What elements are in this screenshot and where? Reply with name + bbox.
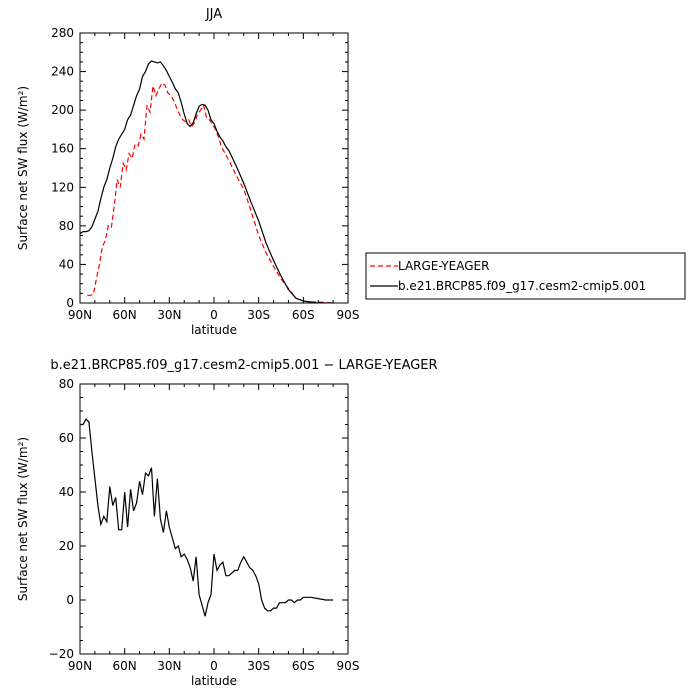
- y-tick-label: 0: [66, 296, 74, 310]
- series-line-0: [80, 418, 334, 617]
- x-tick-label: 90N: [68, 659, 92, 673]
- x-tick-label: 30S: [247, 659, 270, 673]
- x-tick-label: 60N: [113, 659, 137, 673]
- y-tick-label: −20: [49, 647, 74, 661]
- y-tick-label: 240: [51, 65, 74, 79]
- x-tick-label: 30N: [157, 308, 181, 322]
- x-axis-label: latitude: [191, 323, 237, 337]
- x-tick-label: 90S: [337, 659, 360, 673]
- x-tick-label: 30S: [247, 308, 270, 322]
- x-tick-label: 60S: [292, 659, 315, 673]
- series-line-0: [87, 82, 334, 303]
- y-tick-label: 20: [59, 539, 74, 553]
- x-tick-label: 60N: [113, 308, 137, 322]
- plot-frame: [79, 32, 349, 304]
- y-axis-label: Surface net SW flux (W/m²): [16, 86, 30, 250]
- y-tick-label: 0: [66, 593, 74, 607]
- y-tick-label: 160: [51, 142, 74, 156]
- x-tick-label: 0: [210, 659, 218, 673]
- y-tick-label: 200: [51, 103, 74, 117]
- chart-title: b.e21.BRCP85.f09_g17.cesm2-cmip5.001 − L…: [50, 358, 437, 373]
- legend-box: [365, 252, 686, 300]
- chart-1: b.e21.BRCP85.f09_g17.cesm2-cmip5.001 − L…: [16, 358, 438, 688]
- legend: LARGE-YEAGER b.e21.BRCP85.f09_g17.cesm2-c…: [365, 252, 686, 300]
- y-tick-label: 40: [59, 485, 74, 499]
- x-tick-label: 60S: [292, 308, 315, 322]
- y-tick-label: 40: [59, 257, 74, 271]
- plot-frame: [79, 383, 349, 655]
- y-tick-label: 280: [51, 26, 74, 40]
- x-tick-label: 90S: [337, 308, 360, 322]
- x-tick-label: 90N: [68, 308, 92, 322]
- chart-title: JJA: [205, 7, 222, 22]
- x-tick-label: 30N: [157, 659, 181, 673]
- y-tick-label: 60: [59, 431, 74, 445]
- y-tick-label: 120: [51, 180, 74, 194]
- chart-0: JJA 90N 60N 30N 0 30S 60S 90S 0 40 80 120 160 200 240 2…: [16, 7, 686, 337]
- legend-label: LARGE-YEAGER: [398, 259, 489, 273]
- x-tick-label: 0: [210, 308, 218, 322]
- y-tick-label: 80: [59, 219, 74, 233]
- x-axis-label: latitude: [191, 674, 237, 688]
- y-axis-label: Surface net SW flux (W/m²): [16, 437, 30, 601]
- series-line-1: [80, 60, 334, 303]
- legend-label: b.e21.BRCP85.f09_g17.cesm2-cmip5.001: [398, 279, 646, 293]
- y-tick-label: 80: [59, 377, 74, 391]
